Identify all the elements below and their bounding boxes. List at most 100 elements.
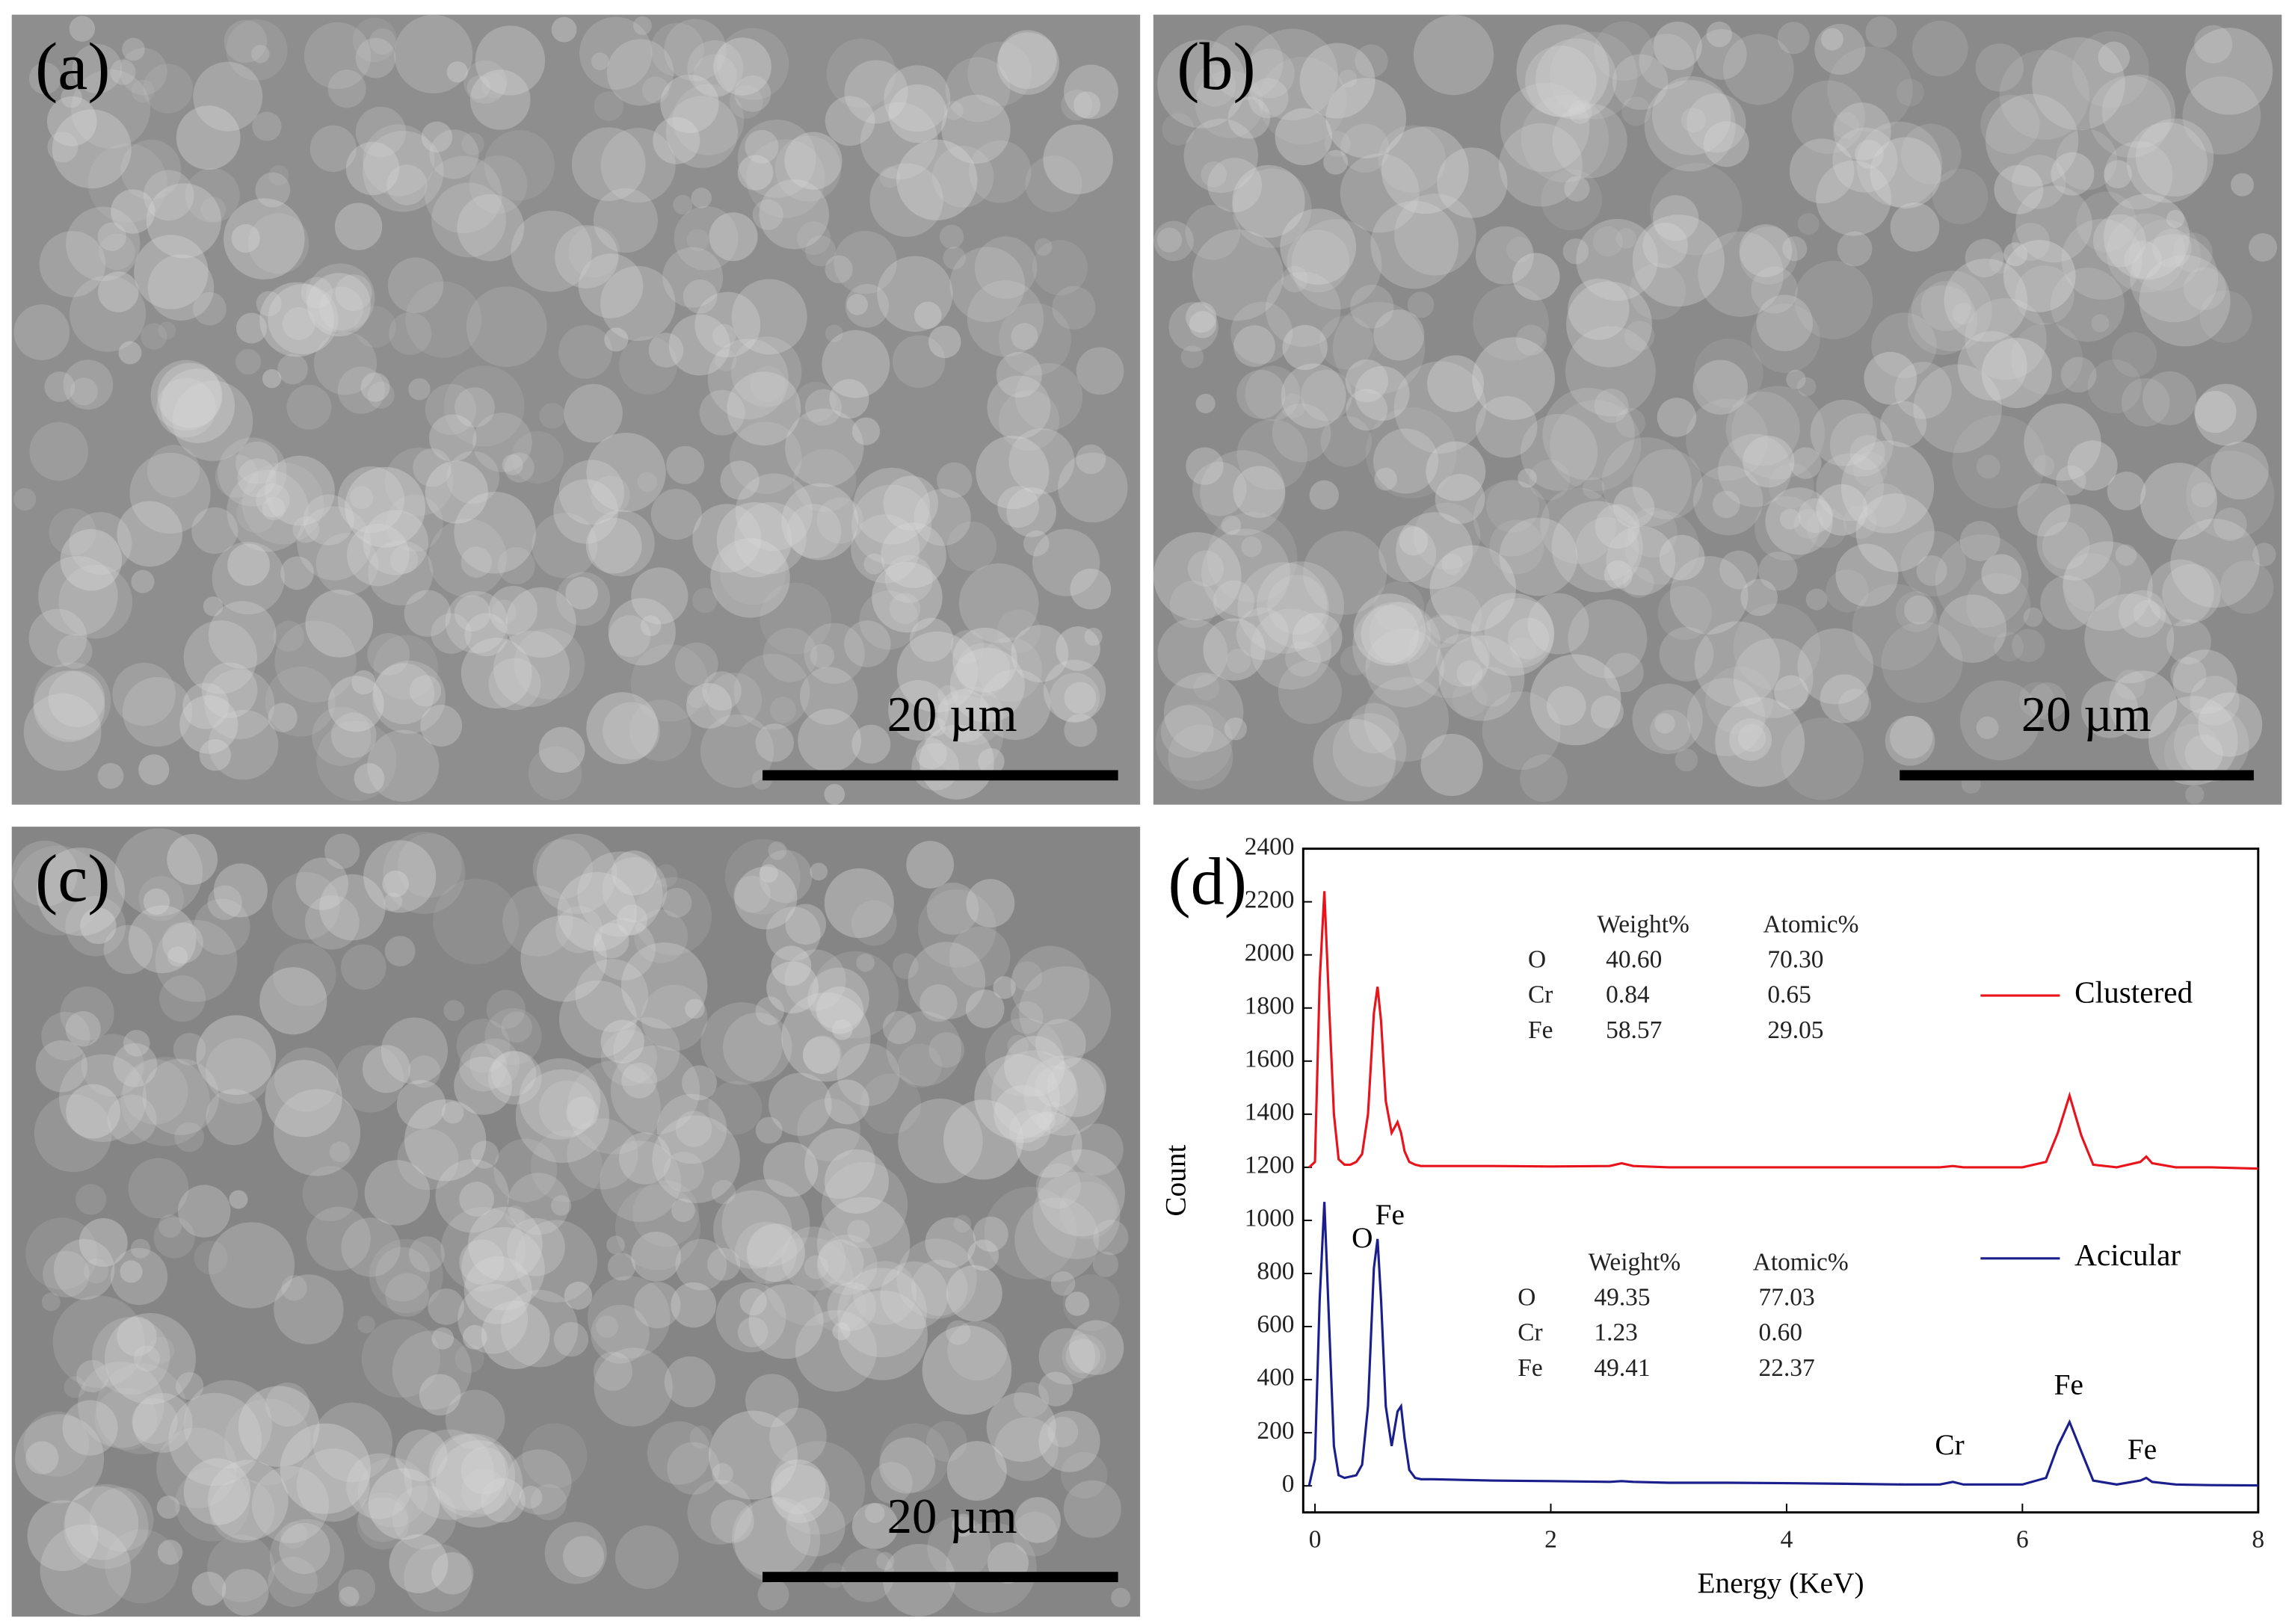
texture: [1378, 525, 1437, 583]
texture: [606, 1235, 625, 1255]
texture: [997, 486, 1040, 528]
table-cell: 29.05: [1767, 1016, 1823, 1044]
texture: [1895, 591, 1937, 632]
texture: [2012, 155, 2066, 209]
texture: [208, 1222, 295, 1309]
texture: [825, 255, 853, 283]
texture: [1195, 70, 1263, 138]
texture: [522, 1423, 588, 1489]
texture: [2040, 575, 2095, 630]
texture: [472, 413, 532, 472]
x-tick-label: 0: [1309, 1526, 1322, 1554]
texture: [1793, 509, 1824, 539]
texture: [837, 1290, 928, 1380]
texture: [274, 620, 357, 703]
texture: [1281, 266, 1308, 293]
texture: [110, 1247, 168, 1306]
texture: [1932, 168, 1988, 224]
texture: [950, 629, 985, 664]
texture: [355, 37, 396, 78]
texture: [2056, 465, 2086, 496]
texture: [916, 738, 947, 770]
texture: [433, 878, 519, 965]
texture: [146, 183, 222, 259]
texture: [97, 222, 126, 251]
texture: [1399, 526, 1429, 556]
texture: [1032, 240, 1088, 296]
texture: [339, 1586, 360, 1607]
texture: [1642, 222, 1688, 268]
texture: [1482, 691, 1561, 771]
legend-label: Acicular: [2074, 1238, 2181, 1272]
texture: [27, 1500, 99, 1572]
texture: [1713, 490, 1740, 519]
texture: [456, 1019, 511, 1073]
texture: [733, 875, 771, 913]
texture: [1319, 315, 1374, 370]
texture: [179, 695, 238, 754]
texture: [13, 488, 37, 511]
texture: [1826, 569, 1869, 613]
texture: [207, 885, 242, 920]
texture: [346, 523, 410, 587]
texture: [1521, 413, 1598, 491]
texture: [1275, 108, 1332, 166]
texture: [629, 700, 691, 762]
texture: [648, 333, 684, 368]
texture: [734, 866, 798, 930]
texture: [763, 1142, 819, 1197]
texture: [1364, 676, 1450, 762]
texture: [898, 1099, 983, 1184]
texture: [1407, 291, 1435, 318]
texture: [798, 708, 862, 773]
texture: [882, 1010, 917, 1045]
texture: [389, 1534, 449, 1593]
texture: [363, 131, 444, 212]
texture: [914, 301, 942, 330]
texture: [859, 590, 919, 650]
texture: [428, 414, 477, 462]
texture: [1207, 512, 1298, 603]
texture: [2076, 191, 2137, 252]
table-cell: 70.30: [1767, 946, 1823, 974]
texture: [888, 679, 949, 741]
peak-label: O: [1352, 1221, 1373, 1254]
texture: [2211, 441, 2269, 500]
texture: [558, 460, 624, 525]
texture: [113, 1043, 158, 1087]
texture: [805, 235, 837, 267]
texture: [600, 128, 676, 203]
texture: [199, 739, 232, 771]
texture: [157, 1540, 183, 1565]
texture: [760, 582, 832, 655]
texture: [1213, 580, 1254, 622]
texture: [879, 167, 901, 188]
texture: [711, 1179, 736, 1205]
texture: [555, 906, 603, 954]
texture: [1838, 688, 1872, 722]
texture: [1025, 155, 1082, 212]
texture: [1715, 697, 1805, 787]
texture: [76, 1359, 109, 1393]
texture: [1798, 498, 1833, 533]
texture: [750, 366, 786, 402]
texture: [355, 106, 407, 158]
texture: [1052, 285, 1096, 330]
texture: [1019, 966, 1112, 1058]
texture: [631, 1232, 681, 1282]
texture: [586, 432, 666, 513]
texture: [132, 1398, 178, 1445]
texture: [600, 1029, 658, 1087]
texture: [65, 895, 126, 957]
texture: [335, 274, 372, 312]
texture: [710, 1499, 754, 1543]
texture: [1693, 339, 1763, 408]
texture: [255, 172, 291, 208]
texture: [1302, 531, 1387, 615]
texture: [1686, 93, 1746, 153]
texture: [600, 1019, 644, 1063]
texture: [650, 489, 702, 540]
texture: [600, 1140, 682, 1223]
texture: [869, 163, 943, 237]
texture: [2183, 267, 2226, 310]
